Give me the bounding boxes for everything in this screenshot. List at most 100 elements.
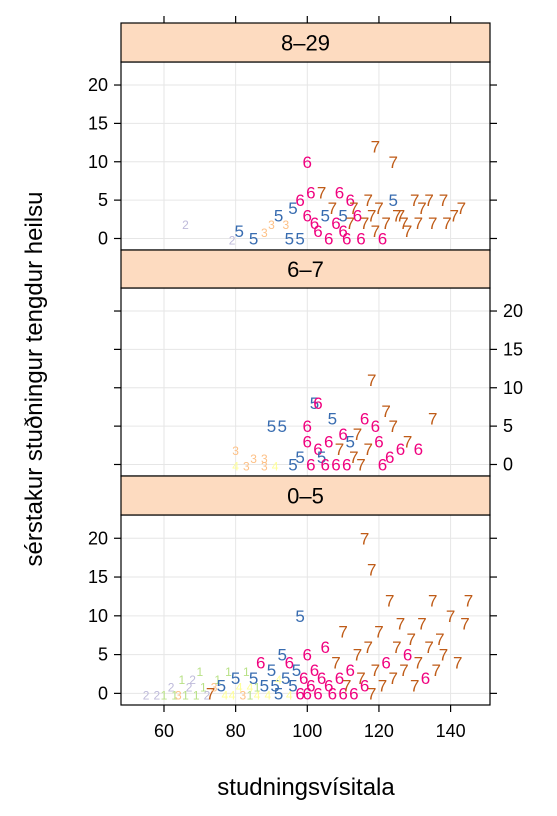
panel-1-ytick-label-2: 10 xyxy=(88,152,108,172)
data-point: 7 xyxy=(399,214,408,233)
data-point: 5 xyxy=(295,607,304,626)
data-point: 6 xyxy=(381,653,390,672)
data-point: 7 xyxy=(403,432,412,451)
data-point: 6 xyxy=(378,229,387,248)
data-point: 6 xyxy=(378,455,387,474)
data-point: 7 xyxy=(363,440,372,459)
data-point: 7 xyxy=(346,214,355,233)
data-point: 6 xyxy=(353,206,362,225)
panel-1-ytick-label-1: 5 xyxy=(98,190,108,210)
data-point: 7 xyxy=(464,591,473,610)
data-point: 7 xyxy=(353,425,362,444)
data-point: 2 xyxy=(182,218,189,232)
data-point: 7 xyxy=(424,191,433,210)
data-point: 1 xyxy=(200,681,207,695)
data-point: 7 xyxy=(349,448,358,467)
data-point: 7 xyxy=(374,199,383,218)
data-point: 5 xyxy=(288,199,297,218)
data-point: 6 xyxy=(338,684,347,703)
data-point: 2 xyxy=(168,681,175,695)
data-point: 6 xyxy=(346,661,355,680)
data-point: 6 xyxy=(303,684,312,703)
data-point: 7 xyxy=(349,199,358,218)
data-point: 7 xyxy=(389,153,398,172)
data-point: 1 xyxy=(171,688,178,702)
data-point: 6 xyxy=(338,222,347,241)
data-point: 4 xyxy=(272,459,279,473)
data-point: 6 xyxy=(374,432,383,451)
panel-3-strip xyxy=(120,475,491,516)
data-point: 6 xyxy=(313,684,322,703)
data-point: 6 xyxy=(310,661,319,680)
data-point: 6 xyxy=(303,646,312,665)
panel-2-ytick-label-0: 0 xyxy=(503,454,513,474)
data-point: 7 xyxy=(367,371,376,390)
data-point: 6 xyxy=(356,229,365,248)
data-point: 7 xyxy=(342,677,351,696)
data-point: 6 xyxy=(285,653,294,672)
data-point: 7 xyxy=(360,529,369,548)
data-point: 4 xyxy=(222,688,229,702)
data-point: 7 xyxy=(363,638,372,657)
data-point: 7 xyxy=(460,615,469,634)
data-point: 6 xyxy=(324,432,333,451)
data-point: 6 xyxy=(299,669,308,688)
data-point: 4 xyxy=(236,681,243,695)
data-point: 7 xyxy=(414,214,423,233)
data-point: 7 xyxy=(439,646,448,665)
data-point: 1 xyxy=(247,688,254,702)
data-point: 6 xyxy=(349,684,358,703)
panel-1-strip-label: 8–29 xyxy=(281,31,330,56)
panel-3-ytick-label-4: 20 xyxy=(88,528,108,548)
data-point: 1 xyxy=(225,665,232,679)
data-point: 3 xyxy=(261,452,268,466)
data-point: 5 xyxy=(338,206,347,225)
data-point: 7 xyxy=(410,191,419,210)
data-point: 7 xyxy=(371,222,380,241)
data-point: 2 xyxy=(143,688,150,702)
data-point: 6 xyxy=(313,222,322,241)
data-point: 3 xyxy=(243,459,250,473)
data-point: 7 xyxy=(424,638,433,657)
data-point: 7 xyxy=(335,440,344,459)
data-point: 6 xyxy=(335,183,344,202)
panel-1: 22 5 5 33 5 355656666675676656667766777777677… xyxy=(120,22,491,251)
data-point: 6 xyxy=(403,646,412,665)
data-point: 5 xyxy=(288,455,297,474)
data-point: 5 xyxy=(295,229,304,248)
xtick-label-3: 120 xyxy=(364,721,394,741)
panel-1-ytick-label-3: 15 xyxy=(88,113,108,133)
data-point: 7 xyxy=(392,638,401,657)
y-axis-title: sérstakur stuðningur tengdur heilsu xyxy=(21,192,48,567)
data-point: 4 xyxy=(265,688,272,702)
data-point: 1 xyxy=(214,673,221,687)
data-point: 7 xyxy=(206,684,215,703)
panel-3: 2 2 12131122111273154145431454654555554655… xyxy=(120,475,491,706)
data-point: 6 xyxy=(303,206,312,225)
data-point: 4 xyxy=(275,673,282,687)
data-point: 7 xyxy=(428,409,437,428)
data-point: 7 xyxy=(374,622,383,641)
data-point: 7 xyxy=(428,214,437,233)
data-point: 5 xyxy=(317,448,326,467)
data-point: 6 xyxy=(324,229,333,248)
data-point: 3 xyxy=(239,688,246,702)
data-point: 5 xyxy=(292,661,301,680)
data-point: 3 xyxy=(261,459,268,473)
panel-2-ytick-label-3: 15 xyxy=(503,339,523,359)
data-point: 2 xyxy=(204,688,211,702)
data-point: 3 xyxy=(232,444,239,458)
data-point: 6 xyxy=(295,684,304,703)
data-point: 7 xyxy=(338,622,347,641)
data-point: 6 xyxy=(360,677,369,696)
data-point: 7 xyxy=(449,206,458,225)
data-point: 7 xyxy=(396,206,405,225)
data-point: 3 xyxy=(250,452,257,466)
data-point: 7 xyxy=(442,214,451,233)
data-point: 6 xyxy=(295,191,304,210)
data-point: 7 xyxy=(360,214,369,233)
